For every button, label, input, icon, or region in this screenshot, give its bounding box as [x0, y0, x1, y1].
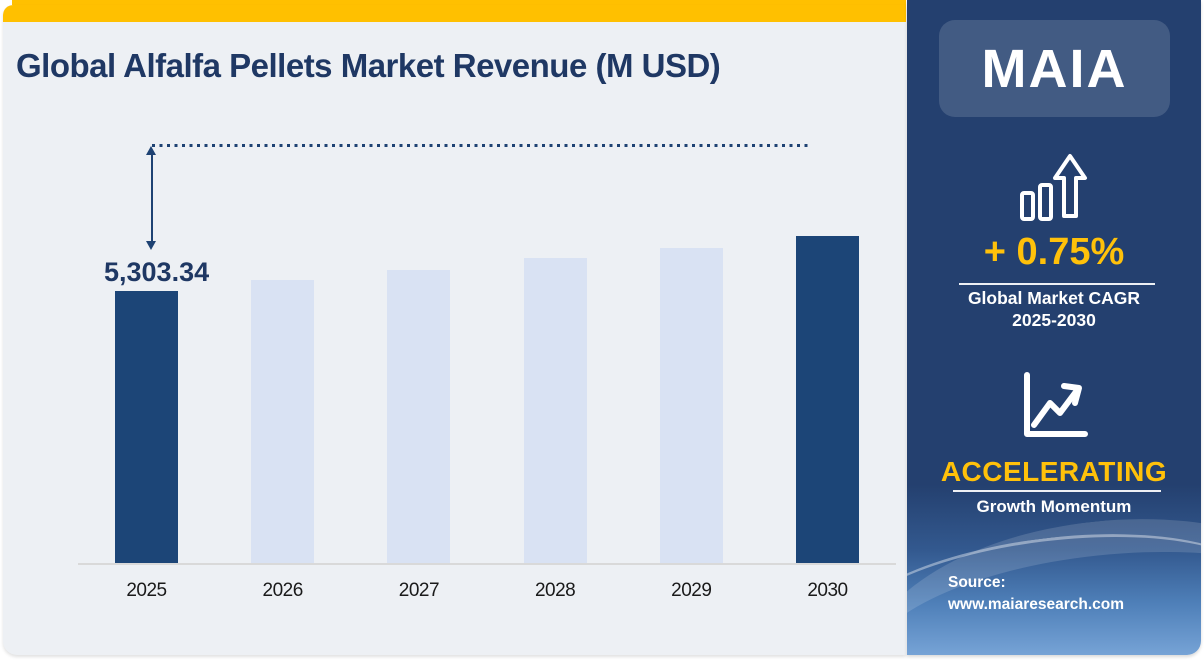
arrowhead-up-icon [146, 146, 156, 155]
brand-logo-text: MAIA [981, 38, 1128, 99]
x-axis-label-2028: 2028 [534, 580, 576, 601]
arrowhead-down-icon [146, 241, 156, 250]
bar-2028 [523, 258, 587, 563]
x-axis-line [78, 563, 896, 565]
source-block: Source: www.maiaresearch.com [948, 572, 1124, 616]
chart-title: Global Alfalfa Pellets Market Revenue (M… [16, 47, 721, 84]
x-axis-labels: 2025 2026 2027 2028 2029 2030 [3, 5, 906, 655]
bar-2025 [115, 291, 178, 563]
data-label-2025: 5,303.34 [104, 257, 210, 287]
momentum-label: Growth Momentum [976, 497, 1132, 516]
dotted-reference-line [152, 144, 809, 147]
source-label: Source: [948, 574, 1006, 591]
chart-card: Global Alfalfa Pellets Market Revenue (M… [3, 5, 906, 655]
top-yellow-banner [12, 0, 906, 6]
arrow-shaft [150, 152, 153, 244]
card-yellow-topbar [3, 5, 906, 22]
cagr-value: + 0.75% [983, 231, 1125, 273]
bar-2029 [659, 248, 723, 563]
source-url[interactable]: www.maiaresearch.com [948, 596, 1125, 613]
divider [953, 490, 1161, 492]
line-chart-up-icon [1024, 372, 1088, 437]
brand-logo: MAIA [939, 20, 1170, 117]
x-axis-label-2026: 2026 [262, 580, 304, 601]
brand-sidebar: MAIA + 0.75% Global Market CAGR 2025-203… [907, 0, 1201, 655]
x-axis-label-2029: 2029 [671, 580, 712, 601]
bar-2030 [796, 236, 859, 563]
cagr-label-line2: 2025-2030 [1012, 310, 1096, 330]
double-headed-arrow-icon [146, 146, 157, 250]
x-axis-label-2027: 2027 [398, 580, 440, 601]
x-axis-label-2030: 2030 [807, 580, 848, 601]
divider [959, 283, 1155, 285]
bar-2026 [251, 280, 315, 563]
cagr-label-line1: Global Market CAGR [967, 288, 1141, 308]
bar-chart-up-arrow-icon [1020, 154, 1087, 221]
x-axis-label-2025: 2025 [126, 580, 167, 601]
bar-2027 [387, 270, 451, 563]
momentum-value: ACCELERATING [940, 456, 1168, 487]
bar-series [3, 5, 906, 563]
